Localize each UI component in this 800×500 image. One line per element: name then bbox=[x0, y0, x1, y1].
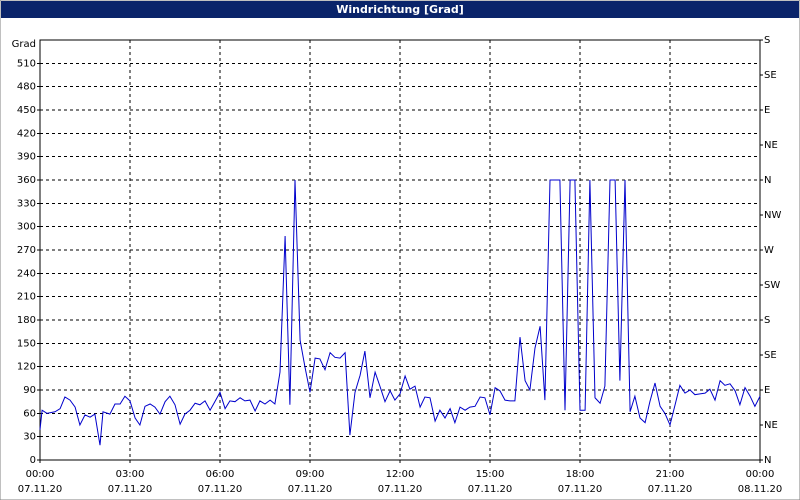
x-tick-date: 07.11.20 bbox=[288, 484, 333, 495]
y2-tick-label: SE bbox=[764, 350, 777, 361]
y-tick-label: 420 bbox=[17, 128, 36, 139]
y2-tick-label: SE bbox=[764, 70, 777, 81]
y2-tick-label: NE bbox=[764, 140, 778, 151]
x-tick-label: 06:00 bbox=[206, 469, 235, 480]
x-tick-date: 07.11.20 bbox=[18, 484, 63, 495]
y2-tick-label: NE bbox=[764, 420, 778, 431]
y-tick-label: 150 bbox=[17, 338, 36, 349]
y-tick-label: 0 bbox=[30, 455, 36, 466]
x-tick-label: 00:00 bbox=[746, 469, 775, 480]
y-tick-label: 90 bbox=[23, 385, 36, 396]
x-tick-label: 12:00 bbox=[386, 469, 415, 480]
y-tick-label: 270 bbox=[17, 245, 36, 256]
y2-tick-label: E bbox=[764, 385, 770, 396]
y-axis-label: Grad bbox=[12, 39, 36, 50]
y-tick-label: 390 bbox=[17, 152, 36, 163]
y-tick-label: 300 bbox=[17, 222, 36, 233]
y2-tick-label: S bbox=[764, 35, 770, 46]
y-tick-label: 330 bbox=[17, 198, 36, 209]
x-tick-label: 18:00 bbox=[566, 469, 595, 480]
y-tick-label: 60 bbox=[23, 408, 36, 419]
x-tick-date: 07.11.20 bbox=[648, 484, 693, 495]
chart-title: Windrichtung [Grad] bbox=[336, 3, 464, 16]
x-tick-label: 21:00 bbox=[656, 469, 685, 480]
x-tick-date: 07.11.20 bbox=[558, 484, 603, 495]
x-tick-date: 07.11.20 bbox=[378, 484, 423, 495]
y2-tick-label: W bbox=[764, 245, 774, 256]
x-tick-date: 07.11.20 bbox=[468, 484, 513, 495]
x-tick-label: 03:00 bbox=[116, 469, 145, 480]
y-tick-label: 120 bbox=[17, 362, 36, 373]
x-tick-date: 07.11.20 bbox=[108, 484, 153, 495]
title-bar bbox=[1, 1, 799, 18]
y-tick-label: 450 bbox=[17, 105, 36, 116]
y-tick-label: 480 bbox=[17, 82, 36, 93]
y-tick-label: 360 bbox=[17, 175, 36, 186]
y-tick-label: 180 bbox=[17, 315, 36, 326]
y2-tick-label: NW bbox=[764, 210, 781, 221]
x-tick-label: 15:00 bbox=[476, 469, 505, 480]
x-tick-date: 08.11.20 bbox=[738, 484, 783, 495]
x-tick-label: 09:00 bbox=[296, 469, 325, 480]
y2-tick-label: S bbox=[764, 315, 770, 326]
plot-frame bbox=[39, 39, 761, 461]
y-tick-label: 240 bbox=[17, 268, 36, 279]
data-line bbox=[39, 179, 761, 446]
y2-tick-label: N bbox=[764, 455, 771, 466]
x-tick-label: 00:00 bbox=[26, 469, 55, 480]
y2-tick-label: E bbox=[764, 105, 770, 116]
y-tick-label: 510 bbox=[17, 58, 36, 69]
y2-tick-label: SW bbox=[764, 280, 780, 291]
y-tick-label: 210 bbox=[17, 292, 36, 303]
y-tick-label: 30 bbox=[23, 432, 36, 443]
y2-tick-label: N bbox=[764, 175, 771, 186]
x-tick-date: 07.11.20 bbox=[198, 484, 243, 495]
